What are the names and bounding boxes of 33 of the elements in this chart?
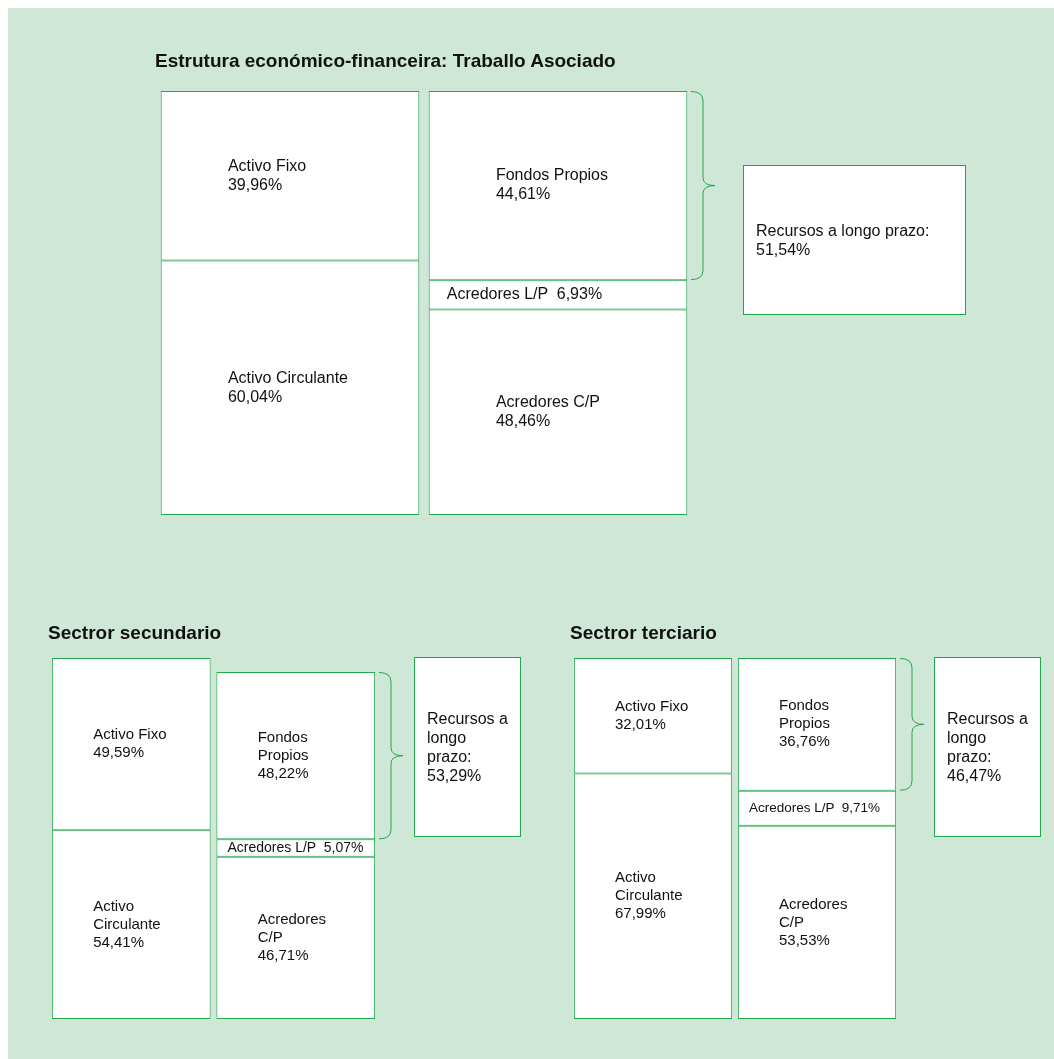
data-label: 60,04% [227, 387, 283, 405]
text: Acredores L/P 5,07% [227, 838, 364, 855]
data-label: 54,41% [93, 932, 145, 950]
text: Acredores L/P 6,93% [446, 285, 603, 303]
text: Recursos a longo prazo: 51,54% [756, 221, 931, 259]
data-label: 53,53% [779, 930, 830, 948]
series-label: Activo Fixo [615, 696, 689, 714]
series-label: Acredores C/P [495, 393, 600, 411]
series-label: Fondos Propios [495, 166, 608, 184]
chart-title: Estrutura económico-financeira: Traballo Asociado [155, 50, 616, 72]
data-label: 49,59% [93, 743, 145, 761]
data-label: 46,71% [257, 946, 309, 964]
data-label: 44,61% [495, 185, 551, 203]
series-label: Activo Fixo [227, 156, 307, 174]
series-label: Activo Circulante [615, 868, 683, 904]
data-label: 36,76% [779, 732, 830, 750]
text: Recursos a longo prazo: 53,29% [427, 709, 508, 785]
text: Acredores L/P 9,71% [748, 799, 881, 815]
data-label: 39,96% [227, 175, 283, 193]
series-label: Activo Circulante [227, 368, 349, 386]
data-label: 32,01% [615, 714, 666, 732]
chart-title: Sectror terciario [570, 622, 717, 644]
series-label: Acredores C/P [779, 894, 848, 930]
series-label: Activo Fixo [93, 725, 167, 743]
data-label: 48,46% [495, 412, 551, 430]
data-label: 67,99% [615, 904, 666, 922]
series-label: Fondos Propios [257, 727, 309, 763]
series-label: Acredores C/P [257, 910, 327, 946]
series-label: Fondos Propios [779, 696, 830, 732]
series-label: Activo Circulante [93, 896, 161, 932]
text: Recursos a longo prazo: 46,47% [947, 709, 1028, 785]
data-label: 48,22% [257, 763, 309, 781]
chart-title: Sectror secundario [48, 622, 222, 644]
